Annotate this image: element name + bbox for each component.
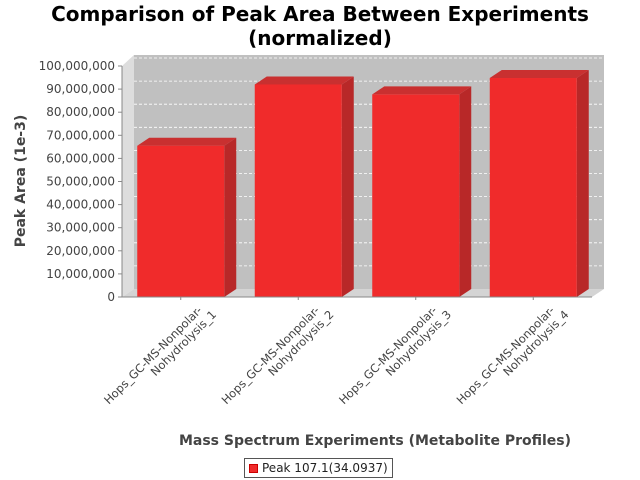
x-axis: Hops_GC-MS-Nonpolar-Nohydrolysis_1 Hops_G…: [101, 296, 592, 416]
y-tick-label: 60,000,000: [46, 151, 115, 165]
y-tick-label: 70,000,000: [46, 128, 115, 142]
chart-title-line-1: Comparison of Peak Area Between Experime…: [51, 2, 589, 26]
y-tick-label: 0: [107, 290, 115, 304]
x-tick-label: Hops_GC-MS-Nonpolar-Nohydrolysis_1: [101, 298, 219, 416]
y-axis-label: Peak Area (1e-3): [13, 115, 29, 248]
bar-front: [372, 94, 460, 298]
y-tick-label: 20,000,000: [46, 244, 115, 258]
legend-label: Peak 107.1(34.0937): [262, 461, 388, 475]
bars: [137, 70, 589, 298]
y-tick-label: 90,000,000: [46, 82, 115, 96]
bar-top: [137, 137, 237, 146]
chart-title-line-2: (normalized): [248, 26, 392, 50]
bar-front: [137, 145, 225, 297]
y-tick-label: 80,000,000: [46, 105, 115, 119]
x-tick-label: Hops_GC-MS-Nonpolar-Nohydrolysis_4: [454, 298, 572, 416]
x-tick-label: Hops_GC-MS-Nonpolar-Nohydrolysis_2: [219, 298, 337, 416]
bar-front: [489, 78, 577, 298]
bar-top: [254, 76, 354, 85]
plot-floor: [122, 289, 604, 297]
x-tick-label: Hops_GC-MS-Nonpolar-Nohydrolysis_3: [336, 298, 454, 416]
bar-side: [224, 137, 237, 297]
y-tick-label: 50,000,000: [46, 175, 115, 189]
bar-side: [576, 70, 589, 298]
y-axis: 0 10,000,000 20,000,000 30,000,000 40,000,00…: [39, 59, 123, 304]
legend-swatch: [249, 463, 258, 473]
bar[interactable]: [489, 70, 589, 298]
bar-front: [254, 84, 342, 297]
plot-back-wall: [134, 55, 604, 289]
y-tick-label: 40,000,000: [46, 198, 115, 212]
bar[interactable]: [372, 86, 472, 298]
plot-left-wall: [122, 55, 134, 297]
legend: Peak 107.1(34.0937): [244, 458, 393, 478]
y-tick-label: 30,000,000: [46, 221, 115, 235]
bar-top: [372, 86, 472, 95]
x-axis-label: Mass Spectrum Experiments (Metabolite Pr…: [179, 433, 571, 449]
y-tick-label: 100,000,000: [39, 59, 115, 73]
bar-side: [341, 76, 354, 297]
bar-side: [459, 86, 472, 298]
y-tick-label: 10,000,000: [46, 267, 115, 281]
bar[interactable]: [137, 137, 237, 297]
bar[interactable]: [254, 76, 354, 297]
bar-top: [489, 70, 589, 79]
chart-title: Comparison of Peak Area Between Experime…: [0, 2, 640, 50]
